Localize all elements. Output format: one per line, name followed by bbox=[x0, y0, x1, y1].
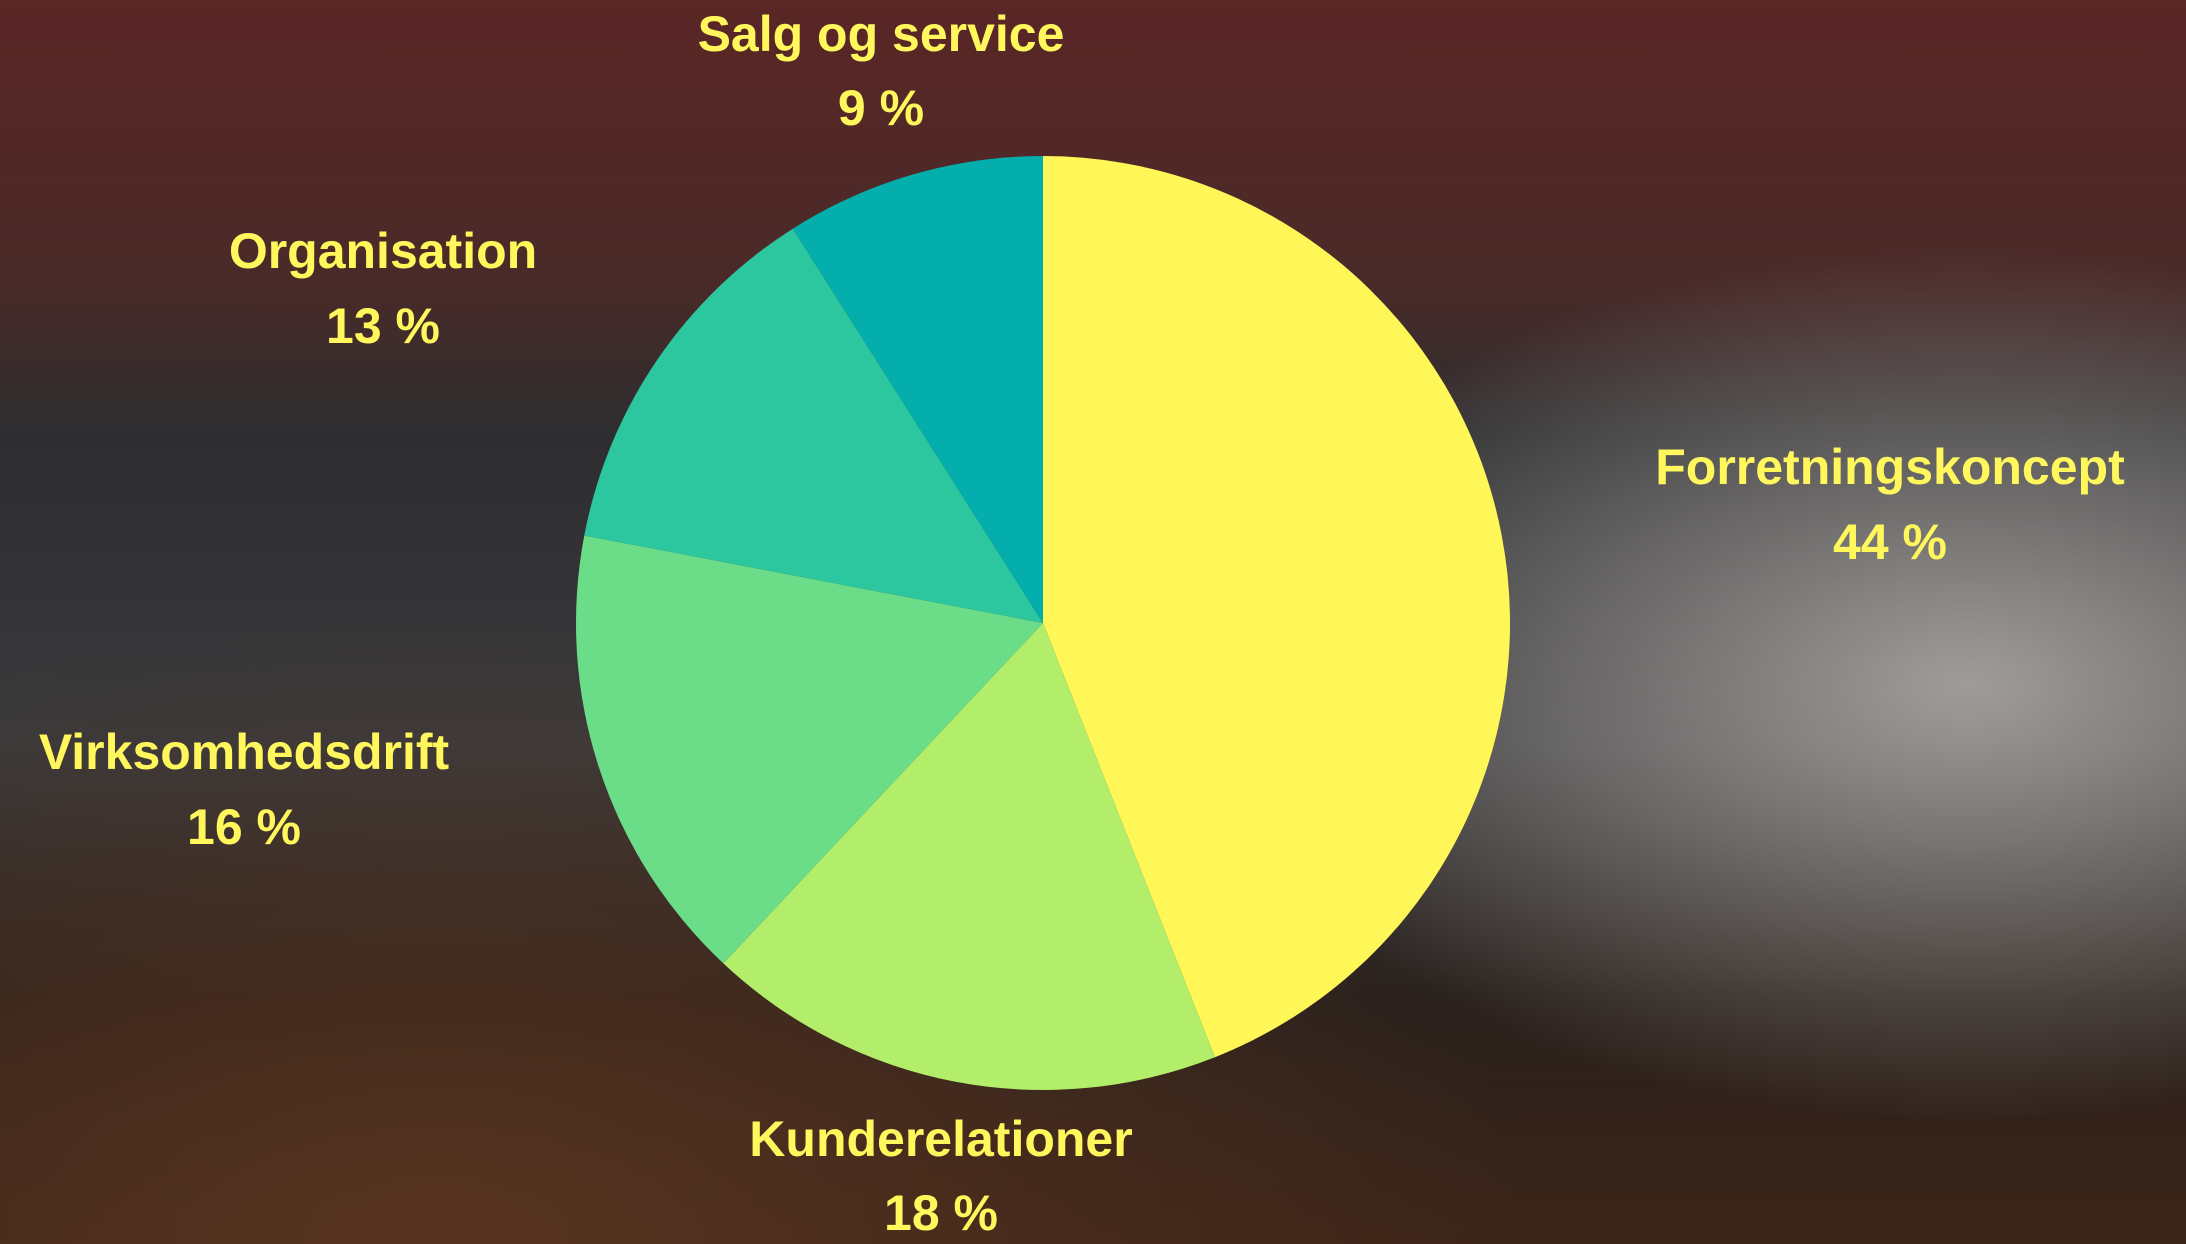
category-label: Forretningskoncept bbox=[1655, 439, 2125, 495]
value-label: 18 % bbox=[884, 1185, 998, 1241]
chart: Forretningskoncept 44 % Kunderelationer 18 … bbox=[0, 0, 2186, 1244]
category-label: Virksomhedsdrift bbox=[39, 724, 450, 780]
category-label: Kunderelationer bbox=[749, 1111, 1132, 1167]
category-label: Salg og service bbox=[698, 6, 1065, 62]
value-label: 9 % bbox=[838, 80, 924, 136]
value-label: 13 % bbox=[326, 298, 440, 354]
value-label: 16 % bbox=[187, 799, 301, 855]
category-label: Organisation bbox=[229, 223, 537, 279]
value-label: 44 % bbox=[1833, 514, 1947, 570]
